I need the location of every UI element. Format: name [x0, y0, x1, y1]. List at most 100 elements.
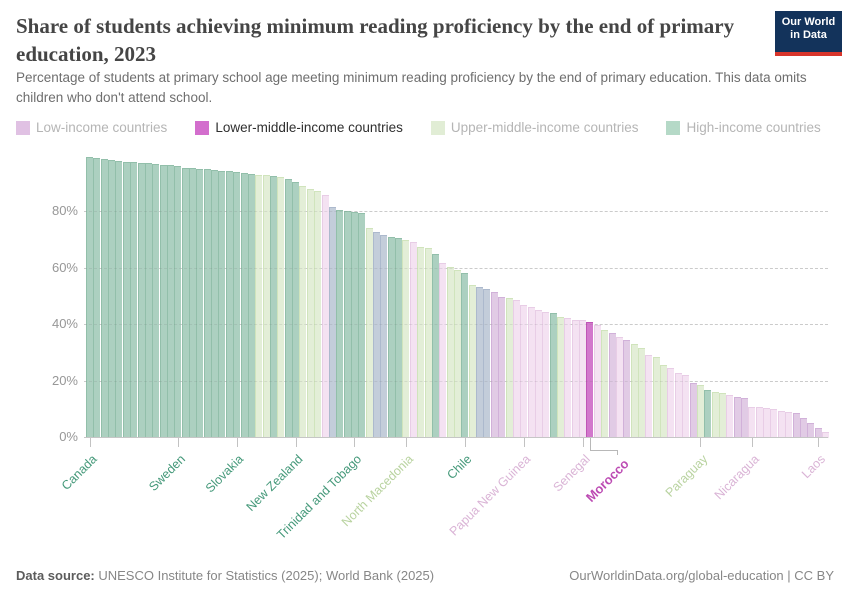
bar[interactable]	[270, 175, 277, 438]
bar[interactable]	[571, 319, 579, 438]
bar[interactable]	[417, 246, 425, 438]
bar[interactable]	[108, 160, 116, 438]
bar[interactable]	[365, 228, 373, 438]
bar[interactable]	[328, 206, 336, 438]
legend-item[interactable]: Low-income countries	[16, 120, 167, 135]
bar[interactable]	[534, 309, 542, 438]
bar[interactable]	[255, 174, 263, 438]
bar[interactable]	[792, 413, 800, 438]
bar[interactable]	[763, 408, 771, 438]
bar[interactable]	[122, 161, 130, 438]
bar[interactable]	[623, 340, 631, 438]
bar[interactable]	[93, 157, 101, 438]
bar[interactable]	[439, 263, 447, 438]
bar[interactable]	[306, 188, 314, 438]
bar[interactable]	[630, 343, 638, 438]
bar[interactable]	[424, 248, 432, 438]
bar[interactable]	[196, 168, 204, 438]
bar[interactable]	[748, 406, 756, 438]
bar[interactable]	[726, 394, 734, 438]
bar[interactable]	[225, 171, 233, 438]
bar[interactable]	[718, 393, 726, 438]
bar[interactable]	[100, 158, 108, 438]
bar[interactable]	[314, 190, 322, 438]
bar[interactable]	[395, 238, 403, 438]
bar[interactable]	[240, 173, 248, 438]
bar[interactable]	[660, 365, 668, 438]
bar[interactable]	[696, 385, 704, 438]
bar[interactable]	[402, 240, 410, 438]
bar[interactable]	[674, 373, 682, 438]
x-axis-label-text[interactable]: New Zealand	[243, 452, 306, 514]
bar[interactable]	[520, 305, 528, 438]
bar[interactable]	[277, 176, 285, 438]
footer-license-link[interactable]: OurWorldinData.org/global-education | CC…	[569, 568, 834, 583]
bar[interactable]	[137, 162, 145, 438]
bar[interactable]	[549, 313, 557, 438]
bar[interactable]	[476, 286, 484, 438]
bar[interactable]	[777, 410, 785, 438]
legend-item[interactable]: Upper-middle-income countries	[430, 120, 638, 135]
bar[interactable]	[755, 407, 763, 438]
bar[interactable]	[358, 213, 366, 438]
bar[interactable]	[247, 173, 255, 438]
bar[interactable]	[638, 348, 645, 438]
x-axis-label-text[interactable]: Laos	[798, 452, 829, 482]
bar[interactable]	[682, 375, 690, 438]
bar[interactable]	[645, 355, 653, 438]
x-axis-label-text[interactable]: Nicaragua	[711, 452, 762, 503]
bar[interactable]	[814, 428, 822, 438]
bar[interactable]	[189, 168, 197, 438]
x-axis-label-text[interactable]: Paraguay	[662, 452, 711, 500]
bar[interactable]	[343, 210, 351, 438]
bar[interactable]	[159, 164, 167, 438]
bar[interactable]	[181, 167, 189, 438]
bar[interactable]	[652, 356, 660, 438]
bar[interactable]	[292, 181, 300, 438]
bar[interactable]	[741, 398, 749, 438]
bar[interactable]	[579, 320, 587, 438]
bar[interactable]	[233, 172, 241, 438]
bar[interactable]	[689, 383, 697, 438]
bar[interactable]	[454, 269, 461, 438]
x-axis-label-text[interactable]: Senegal	[550, 452, 593, 495]
x-axis-label-text[interactable]: Canada	[58, 452, 100, 493]
x-axis-label-text[interactable]: Chile	[444, 452, 475, 483]
x-axis-label-text[interactable]: Sweden	[145, 452, 188, 494]
bar[interactable]	[373, 231, 381, 438]
bar[interactable]	[299, 185, 307, 438]
bar[interactable]	[130, 162, 138, 438]
bar[interactable]	[152, 164, 160, 438]
bar[interactable]	[799, 418, 807, 438]
bar[interactable]	[284, 179, 292, 438]
bar[interactable]	[409, 241, 417, 438]
legend-item[interactable]: Lower-middle-income countries	[195, 120, 403, 135]
bar[interactable]	[218, 170, 226, 438]
bar[interactable]	[144, 163, 152, 438]
bar[interactable]	[733, 396, 741, 438]
bar[interactable]	[505, 298, 513, 438]
bar[interactable]	[262, 175, 270, 438]
bar[interactable]	[498, 296, 506, 438]
bar[interactable]	[174, 165, 182, 438]
bar[interactable]	[564, 318, 572, 438]
bar[interactable]	[431, 253, 439, 438]
bar[interactable]	[350, 211, 358, 438]
bar[interactable]	[542, 311, 550, 438]
bar[interactable]	[807, 423, 815, 438]
bar[interactable]	[527, 306, 535, 438]
bar[interactable]	[380, 235, 388, 438]
bar[interactable]	[166, 165, 174, 438]
bar[interactable]	[490, 291, 498, 438]
bar[interactable]	[203, 169, 211, 438]
bar[interactable]	[86, 156, 93, 438]
legend-item[interactable]: High-income countries	[666, 120, 821, 135]
bar[interactable]	[468, 285, 476, 438]
bar[interactable]	[115, 160, 123, 438]
bar[interactable]	[822, 431, 829, 438]
bar[interactable]	[446, 267, 454, 438]
bar[interactable]	[711, 391, 719, 438]
bar[interactable]	[593, 325, 601, 438]
bar[interactable]	[336, 209, 344, 438]
bar[interactable]	[667, 368, 675, 438]
